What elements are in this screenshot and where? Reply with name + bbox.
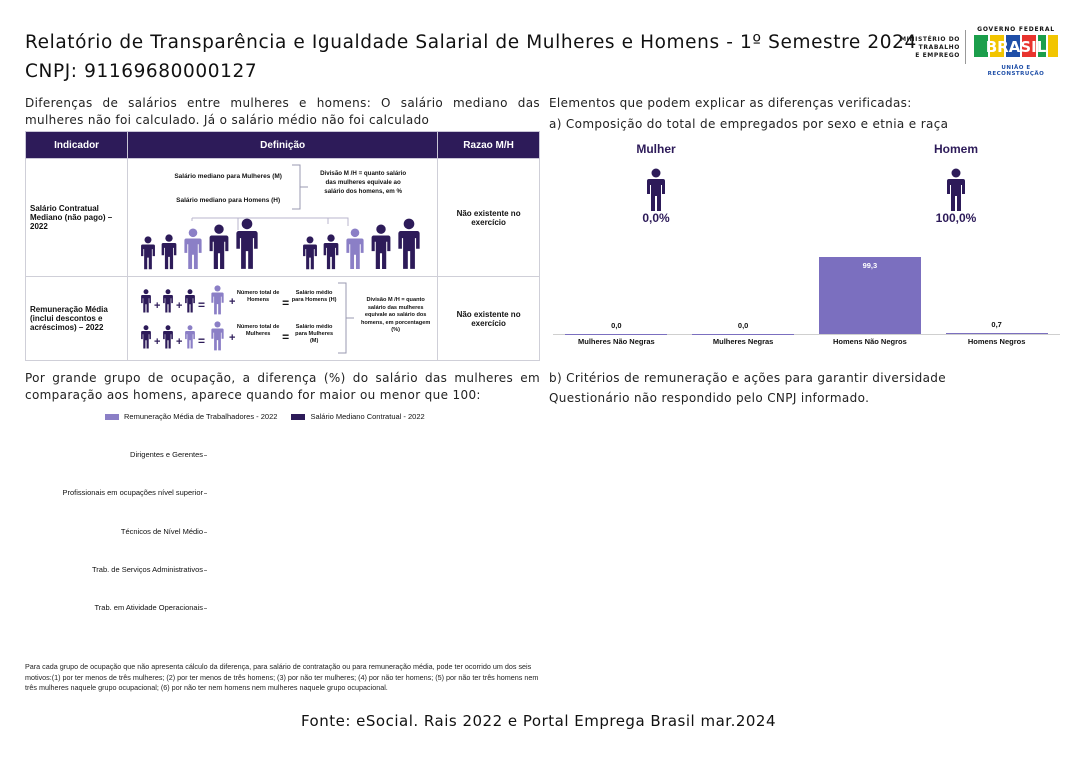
person-icon-dark: [236, 218, 258, 269]
bar-value-label: 0,0: [611, 321, 622, 330]
def-division-pct-text: Divisão M /H = quanto salário das mulher…: [360, 297, 431, 333]
woman-icon: [647, 168, 665, 211]
occupation-note: Para cada grupo de ocupação que não apre…: [25, 662, 539, 692]
legend-label-mediano: Salário Mediano Contratual - 2022: [310, 412, 425, 421]
ministerio-logo: MINISTÉRIO DO TRABALHO E EMPREGO: [880, 36, 960, 60]
occupation-legend: Remuneração Média de Trabalhadores - 202…: [105, 412, 425, 421]
svg-text:BRASIL: BRASIL: [986, 38, 1047, 56]
uniao-reconstrucao-label: UNIÃO E RECONSTRUÇÃO: [987, 65, 1045, 77]
svg-text:=: =: [198, 298, 205, 312]
axis-tick: [204, 455, 207, 456]
person-icon-light: [346, 228, 364, 270]
svg-text:+: +: [176, 300, 182, 312]
men-label: Homem: [933, 142, 978, 156]
occupation-category-label: Dirigentes e Gerentes: [130, 450, 203, 459]
persons-illustration: [141, 217, 420, 270]
bar-value-label: 0,0: [737, 321, 749, 330]
equals-icon: =: [282, 330, 290, 344]
man-icon: [947, 168, 965, 211]
def-division-text: Divisão M /H = quanto salário das mulher…: [320, 170, 407, 195]
svg-text:+: +: [154, 336, 160, 348]
person-icon-dark: [141, 236, 156, 270]
women-label: Mulher: [636, 142, 676, 156]
svg-text:+: +: [229, 296, 235, 308]
formula-illustration: + + = + + + = +: [141, 285, 236, 351]
row1-definition: Salário mediano para Mulheres (M) Salári…: [127, 158, 439, 277]
person-icon-dark: [209, 224, 229, 269]
person-icon-dark: [371, 224, 391, 269]
header-indicador: Indicador: [24, 131, 129, 159]
person-icon-dark: [161, 234, 177, 270]
bracket-icon: [292, 164, 309, 210]
occupation-intro: Por grande grupo de ocupação, a diferenç…: [25, 371, 540, 402]
avg-women-label: Salário médio para Mulheres (M): [295, 324, 334, 344]
svg-text:+: +: [176, 336, 182, 348]
total-women-label: Número total de Mulheres: [236, 324, 280, 337]
legend-label-media: Remuneração Média de Trabalhadores - 202…: [124, 412, 278, 421]
header-definicao: Definição: [127, 131, 439, 159]
governo-federal-label: GOVERNO FEDERAL: [977, 26, 1055, 33]
category-label: Homens Não Negros: [832, 337, 907, 346]
brasil-wordmark-logo: BRASIL: [974, 35, 1058, 57]
bracket-icon: [338, 282, 355, 354]
row2-indicator: Remuneração Média (inclui descontos e ac…: [24, 276, 129, 361]
row2-ratio: Não existente no exercício: [437, 276, 540, 361]
axis-tick: [204, 608, 207, 610]
person-icon-dark: [323, 234, 339, 270]
composition-bar: [945, 333, 1048, 334]
ministerio-line-1: MINISTÉRIO DO: [900, 36, 960, 43]
header-razao: Razao M/H: [437, 131, 540, 159]
avg-men-label: Salário médio para Homens (H): [291, 290, 337, 303]
svg-text:+: +: [154, 300, 160, 312]
footer-source: Fonte: eSocial. Rais 2022 e Portal Empre…: [300, 712, 777, 730]
total-men-label: Número total de Homens: [236, 290, 280, 303]
criteria-title: b) Critérios de remuneração e ações para…: [549, 371, 947, 385]
composition-bar: [692, 333, 795, 334]
composition-title: a) Composição do total de empregados por…: [549, 117, 949, 131]
composition-bar: [565, 333, 668, 334]
def-median-women: Salário mediano para Mulheres (M): [174, 173, 282, 180]
legend-swatch-mediano: [291, 413, 306, 420]
occupation-category-label: Profissionais em ocupações nível superio…: [62, 488, 204, 498]
salary-difference-text: Diferenças de salários entre mulheres e …: [25, 96, 540, 127]
legend-swatch-media: [105, 413, 119, 420]
def-median-men: Salário mediano para Homens (H): [176, 197, 281, 204]
category-label: Mulheres Negras: [712, 337, 774, 346]
composition-bar: [818, 256, 921, 334]
report-title: Relatório de Transparência e Igualdade S…: [25, 28, 917, 86]
criteria-text: Questionário não respondido pelo CNPJ in…: [549, 391, 870, 405]
elements-title: Elementos que podem explicar as diferenç…: [549, 96, 912, 110]
bar-value-label: 99,3: [862, 260, 878, 270]
category-label: Mulheres Não Negras: [578, 337, 655, 346]
indicator-table: Indicador Definição Razao M/H Salário Co…: [24, 131, 540, 361]
governo-logo: GOVERNO FEDERAL BRASIL UNIÃO E RECONSTRU…: [973, 26, 1059, 77]
person-icon-dark: [398, 218, 420, 269]
row2-definition: + + = + + + = + Número total de Home: [127, 276, 439, 361]
occupation-category-label: Técnicos de Nível Médio: [120, 526, 203, 536]
equals-icon: =: [282, 296, 290, 310]
cnpj-text: CNPJ: 91169680000127: [25, 61, 258, 82]
axis-tick: [204, 531, 207, 533]
occupation-chart: Dirigentes e Gerentes Profissionais em oc…: [0, 430, 540, 630]
ministerio-line-2: TRABALHO: [918, 44, 960, 51]
men-percentage: 100,0%: [935, 211, 977, 225]
axis-tick: [204, 569, 207, 571]
person-icon-dark: [303, 236, 318, 270]
report-title-text: Relatório de Transparência e Igualdade S…: [25, 32, 917, 53]
women-percentage: 0,0%: [642, 211, 670, 225]
chart-baseline: [553, 334, 1060, 335]
person-icon-light: [184, 228, 202, 270]
category-label: Homens Negros: [967, 337, 1026, 346]
svg-text:=: =: [198, 334, 205, 348]
svg-text:+: +: [229, 332, 235, 344]
logo-divider: [965, 30, 966, 64]
occupation-category-label: Trab. de Serviços Administrativos: [91, 564, 203, 574]
composition-chart: 0,0 Mulheres Não Negras 0,0 Mulheres Negras…: [553, 250, 1060, 350]
row1-ratio: Não existente no exercício: [437, 158, 540, 277]
occupation-category-label: Trab. em Atividade Operacionais: [94, 603, 203, 613]
axis-tick: [204, 493, 207, 495]
ministerio-line-3: E EMPREGO: [915, 52, 960, 59]
row1-indicator: Salário Contratual Mediano (não pago) – …: [24, 158, 129, 277]
bar-value-label: 0,7: [991, 320, 1002, 330]
